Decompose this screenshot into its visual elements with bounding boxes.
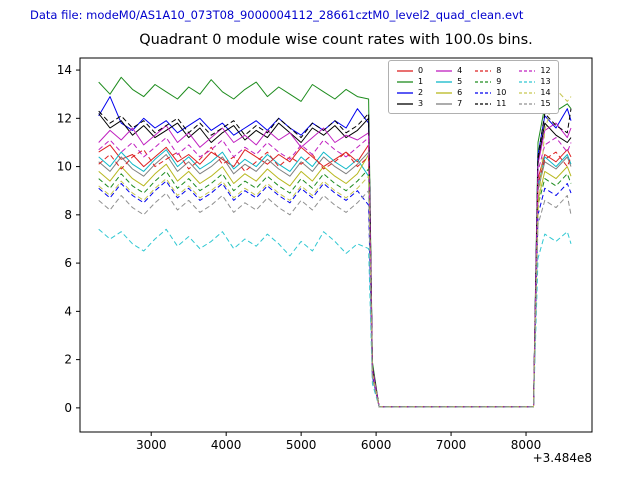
series-line-9 bbox=[98, 168, 572, 408]
legend-line-sample bbox=[397, 80, 413, 83]
legend-item-9: 9 bbox=[474, 76, 506, 87]
legend-line-sample bbox=[475, 80, 492, 83]
series-line-15 bbox=[98, 190, 572, 408]
series-line-14 bbox=[98, 88, 572, 408]
legend-item-3: 3 bbox=[396, 98, 423, 109]
legend-item-12: 12 bbox=[518, 65, 551, 76]
legend-label: 0 bbox=[418, 66, 424, 75]
y-tick-label: 0 bbox=[64, 401, 72, 415]
axes-frame bbox=[79, 57, 593, 433]
legend-label: 1 bbox=[418, 77, 424, 86]
series-line-11 bbox=[98, 108, 572, 408]
series-line-10 bbox=[98, 180, 572, 408]
x-tick-label: 8000 bbox=[511, 438, 542, 452]
y-tick-label: 10 bbox=[57, 160, 72, 174]
legend-box: 0 1 2 3 4 5 6 7 8 9 10 11 12 13 14 15 bbox=[388, 60, 559, 114]
legend-item-6: 6 bbox=[435, 87, 462, 98]
legend-label: 4 bbox=[457, 66, 463, 75]
legend-line-sample bbox=[519, 69, 536, 72]
legend-label: 6 bbox=[457, 88, 463, 97]
legend-line-sample bbox=[436, 69, 453, 72]
legend-label: 8 bbox=[496, 66, 502, 75]
legend-line-sample bbox=[519, 80, 536, 83]
legend-label: 5 bbox=[457, 77, 463, 86]
series-line-4 bbox=[98, 122, 572, 408]
x-tick-label: 4000 bbox=[211, 438, 242, 452]
legend-item-15: 15 bbox=[518, 98, 551, 109]
series-line-5 bbox=[98, 149, 572, 408]
x-axis-offset-label: +3.484e8 bbox=[533, 451, 592, 465]
legend-item-0: 0 bbox=[396, 65, 423, 76]
legend-line-sample bbox=[519, 102, 536, 105]
series-line-12 bbox=[98, 137, 572, 408]
legend-item-4: 4 bbox=[435, 65, 462, 76]
y-tick-label: 12 bbox=[57, 111, 72, 125]
x-tick-label: 3000 bbox=[136, 438, 167, 452]
y-tick-label: 4 bbox=[64, 304, 72, 318]
legend-label: 7 bbox=[457, 99, 463, 108]
x-tick-label: 7000 bbox=[436, 438, 467, 452]
y-tick-label: 8 bbox=[64, 208, 72, 222]
legend-line-sample bbox=[475, 102, 492, 105]
legend-item-8: 8 bbox=[474, 65, 506, 76]
data-file-label: Data file: modeM0/AS1A10_073T08_90000041… bbox=[30, 8, 524, 22]
legend-label: 9 bbox=[496, 77, 502, 86]
y-tick-label: 2 bbox=[64, 353, 72, 367]
legend-line-sample bbox=[436, 80, 453, 83]
x-tick-label: 5000 bbox=[286, 438, 317, 452]
legend-line-sample bbox=[475, 69, 492, 72]
legend-label: 3 bbox=[418, 99, 424, 108]
legend-label: 12 bbox=[540, 66, 551, 75]
legend-line-sample bbox=[436, 91, 453, 94]
y-tick-label: 14 bbox=[57, 63, 72, 77]
legend-label: 13 bbox=[540, 77, 551, 86]
legend-label: 15 bbox=[540, 99, 551, 108]
legend-item-2: 2 bbox=[396, 87, 423, 98]
legend-label: 11 bbox=[496, 99, 507, 108]
legend-item-10: 10 bbox=[474, 87, 506, 98]
legend-line-sample bbox=[519, 91, 536, 94]
legend-item-7: 7 bbox=[435, 98, 462, 109]
legend-line-sample bbox=[475, 91, 492, 94]
legend-item-1: 1 bbox=[396, 76, 423, 87]
series-line-13 bbox=[98, 228, 572, 408]
legend-line-sample bbox=[397, 69, 413, 72]
legend-item-14: 14 bbox=[518, 87, 551, 98]
legend-item-5: 5 bbox=[435, 76, 462, 87]
legend-line-sample bbox=[397, 102, 413, 105]
y-tick-label: 6 bbox=[64, 256, 72, 270]
chart-title: Quadrant 0 module wise count rates with … bbox=[139, 32, 533, 48]
legend-line-sample bbox=[397, 91, 413, 94]
series-line-6 bbox=[98, 154, 572, 408]
legend-item-11: 11 bbox=[474, 98, 506, 109]
legend-line-sample bbox=[436, 102, 453, 105]
legend-item-13: 13 bbox=[518, 76, 551, 87]
legend-label: 14 bbox=[540, 88, 551, 97]
legend-label: 10 bbox=[496, 88, 507, 97]
legend-label: 2 bbox=[418, 88, 424, 97]
x-tick-label: 6000 bbox=[361, 438, 392, 452]
